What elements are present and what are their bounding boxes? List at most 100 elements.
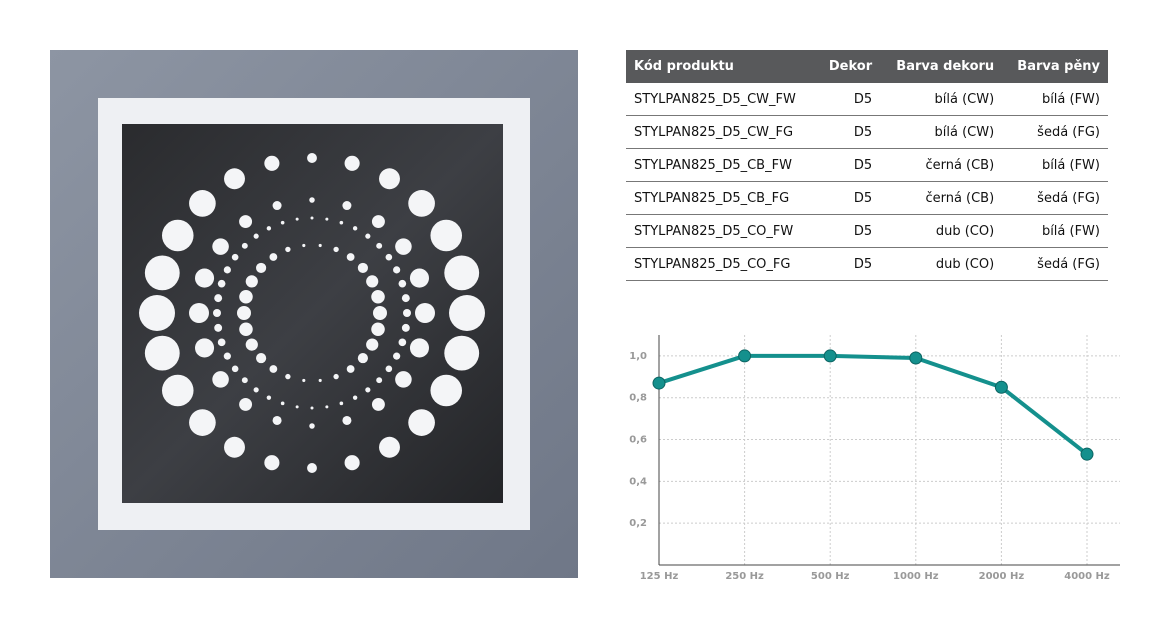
hole: [318, 378, 322, 383]
hole: [365, 233, 371, 239]
hole: [189, 409, 216, 436]
hole: [339, 401, 344, 406]
hole: [393, 266, 401, 274]
hole: [307, 153, 317, 163]
table-cell: STYLPAN825_D5_CW_FG: [626, 115, 817, 149]
point: [738, 349, 752, 363]
table-row: STYLPAN825_D5_CO_FW D5 dub (CO) bílá (FW): [626, 214, 1108, 248]
column-header: Kód produktu: [626, 50, 817, 83]
table-row: STYLPAN825_D5_CB_FW D5 černá (CB) bílá (FW): [626, 148, 1108, 182]
hole: [245, 338, 258, 351]
hole: [302, 243, 306, 248]
column-header: Barva dekoru: [880, 50, 1003, 83]
hole: [280, 220, 285, 225]
hole: [272, 415, 282, 425]
y-tick-label: 0,6: [629, 435, 647, 446]
hole: [409, 268, 430, 288]
x-tick-label: 250 Hz: [725, 571, 764, 582]
hole: [223, 266, 231, 274]
y-tick-label: 0,8: [629, 393, 647, 404]
hole: [309, 197, 315, 203]
hole: [395, 238, 412, 255]
hole: [415, 303, 435, 323]
hole: [371, 397, 385, 411]
table-row: STYLPAN825_D5_CW_FW D5 bílá (CW) bílá (FW): [626, 83, 1108, 116]
table-cell: bílá (CW): [880, 83, 1003, 116]
hole: [373, 306, 387, 320]
point: [1080, 447, 1094, 461]
table-cell: bílá (FW): [1002, 214, 1108, 248]
hole: [357, 262, 368, 274]
table-cell: STYLPAN825_D5_CB_FG: [626, 181, 817, 215]
hole: [352, 395, 358, 400]
chart: 0,2 0,4 0,6 0,8 1,0 125 Hz 250 Hz 500 Hz 1000 Hz…: [629, 335, 1120, 582]
hole: [408, 409, 435, 436]
hole: [398, 279, 407, 288]
table-cell: bílá (CW): [880, 115, 1003, 149]
hole: [241, 377, 248, 384]
hole: [239, 289, 253, 304]
hole: [253, 233, 259, 239]
hole: [239, 322, 253, 337]
hole: [256, 262, 267, 274]
point: [909, 351, 923, 365]
hole: [310, 406, 314, 410]
hole: [239, 215, 253, 229]
x-tick-label: 4000 Hz: [1064, 571, 1110, 582]
hole: [269, 365, 278, 373]
table-cell: D5: [816, 214, 881, 248]
hole: [272, 201, 282, 211]
hole: [144, 255, 180, 291]
y-tick-label: 1,0: [629, 351, 647, 362]
y-tick-label: 0,2: [629, 518, 647, 529]
hole: [239, 397, 253, 411]
table-row: STYLPAN825_D5_CB_FG D5 černá (CB) šedá (FG): [626, 181, 1108, 215]
hole: [376, 377, 383, 384]
hole: [352, 226, 358, 231]
hole: [357, 352, 368, 364]
hole: [333, 246, 339, 253]
hole: [449, 295, 485, 331]
table-cell: D5: [816, 181, 881, 215]
hole: [444, 335, 480, 371]
table-cell: STYLPAN825_D5_CB_FW: [626, 148, 817, 182]
hole: [212, 371, 229, 388]
hole: [385, 365, 393, 373]
table-row: STYLPAN825_D5_CO_FG D5 dub (CO) šedá (FG): [626, 247, 1108, 281]
line: [658, 353, 1089, 456]
hole: [295, 217, 299, 221]
hole: [346, 253, 355, 261]
hole: [213, 309, 221, 317]
hole: [342, 201, 352, 211]
point: [823, 349, 837, 363]
hole: [245, 275, 258, 288]
table-row: STYLPAN825_D5_CW_FG D5 bílá (CW) šedá (FG): [626, 115, 1108, 149]
hole: [295, 405, 299, 409]
table-cell: bílá (FW): [1002, 148, 1108, 182]
hole: [309, 423, 315, 429]
hole: [339, 220, 344, 225]
hole: [395, 371, 412, 388]
hole: [285, 373, 291, 380]
hole: [409, 338, 430, 358]
hole: [401, 323, 410, 332]
hole: [430, 374, 463, 407]
hole: [266, 226, 272, 231]
hole: [393, 352, 401, 360]
table-cell: D5: [816, 148, 881, 182]
hole: [344, 455, 360, 471]
hole: [403, 309, 411, 317]
table-body: STYLPAN825_D5_CW_FW D5 bílá (CW) bílá (FW) S…: [626, 83, 1108, 281]
hole: [342, 415, 352, 425]
hole: [398, 338, 407, 347]
hole: [161, 219, 194, 252]
hole: [310, 216, 314, 220]
hole: [371, 289, 385, 304]
x-tick-label: 2000 Hz: [979, 571, 1025, 582]
hole: [231, 365, 239, 373]
hole: [217, 279, 226, 288]
hole: [189, 190, 216, 217]
table-cell: bílá (FW): [1002, 83, 1108, 116]
hole: [214, 323, 223, 332]
hole: [189, 303, 209, 323]
